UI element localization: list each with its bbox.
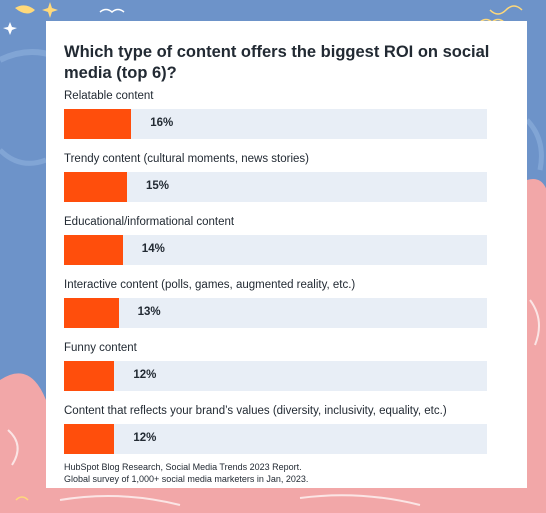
category-label: Educational/informational content [64, 216, 235, 228]
bar [64, 109, 132, 139]
bar-row: Relatable content 16% [64, 90, 487, 150]
bar-track: 16% [64, 109, 487, 139]
category-label: Content that reflects your brand’s value… [64, 405, 447, 417]
data-label: 16% [150, 117, 174, 129]
bar [64, 298, 119, 328]
bar [64, 424, 115, 454]
chart-title: Which type of content offers the biggest… [64, 43, 490, 82]
category-label: Trendy content (cultural moments, news s… [64, 153, 309, 165]
bar [64, 361, 115, 391]
bar-row: Trendy content (cultural moments, news s… [64, 153, 487, 213]
bar-row: Content that reflects your brand’s value… [64, 405, 487, 465]
source-note: HubSpot Blog Research, Social Media Tren… [64, 461, 308, 485]
data-label: 12% [133, 369, 157, 381]
star-icon [3, 22, 17, 35]
bar [64, 172, 127, 202]
data-label: 12% [133, 432, 157, 444]
bar-track: 13% [64, 298, 487, 328]
bar-row: Interactive content (polls, games, augme… [64, 279, 487, 339]
bar-row: Educational/informational content 14% [64, 216, 487, 276]
source-line: HubSpot Blog Research, Social Media Tren… [64, 462, 302, 472]
category-label: Funny content [64, 342, 137, 354]
data-label: 14% [141, 243, 165, 255]
bar-row: Funny content 12% [64, 342, 487, 402]
category-label: Interactive content (polls, games, augme… [64, 279, 356, 291]
sparkle-icon [42, 2, 58, 18]
data-label: 15% [146, 180, 170, 192]
category-label: Relatable content [64, 90, 154, 102]
bar-track: 12% [64, 424, 487, 454]
bar-track: 15% [64, 172, 487, 202]
data-label: 13% [137, 306, 161, 318]
chart-card: Which type of content offers the biggest… [46, 21, 527, 488]
bar [64, 235, 123, 265]
source-line: Global survey of 1,000+ social media mar… [64, 474, 309, 484]
bar-track: 14% [64, 235, 487, 265]
bar-track: 12% [64, 361, 487, 391]
